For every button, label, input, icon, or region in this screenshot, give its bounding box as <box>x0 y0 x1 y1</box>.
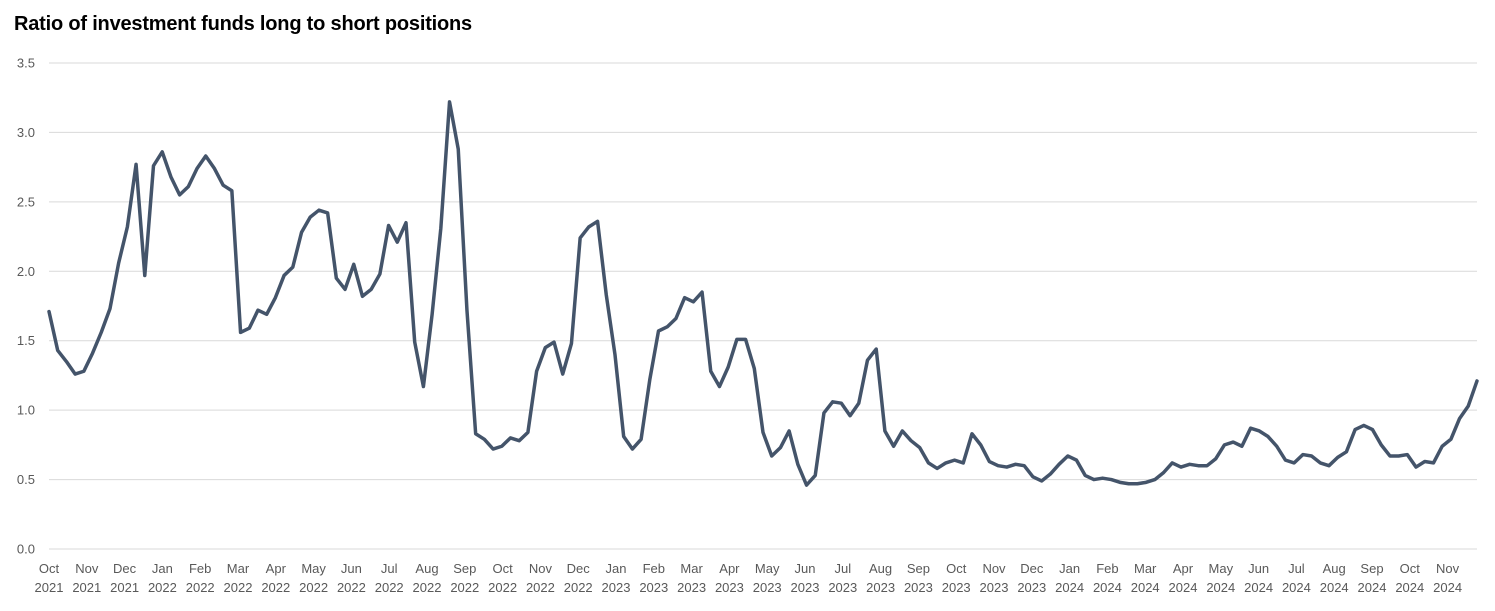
x-tick-month: Jul <box>381 561 398 576</box>
y-tick-label: 0.0 <box>17 542 35 557</box>
x-tick-year: 2023 <box>677 580 706 595</box>
x-tick-year: 2024 <box>1169 580 1198 595</box>
x-tick-year: 2022 <box>413 580 442 595</box>
x-tick-month: Oct <box>39 561 60 576</box>
x-tick-month: Nov <box>1436 561 1460 576</box>
y-tick-label: 2.0 <box>17 264 35 279</box>
x-tick-month: Nov <box>529 561 553 576</box>
x-tick-year: 2021 <box>110 580 139 595</box>
x-tick-month: Jan <box>1059 561 1080 576</box>
gridlines <box>49 62 1477 550</box>
x-tick-year: 2022 <box>526 580 555 595</box>
x-tick-year: 2022 <box>148 580 177 595</box>
x-tick-year: 2022 <box>299 580 328 595</box>
x-tick-year: 2022 <box>186 580 215 595</box>
x-tick-year: 2023 <box>904 580 933 595</box>
x-tick-year: 2021 <box>72 580 101 595</box>
x-tick-month: Apr <box>719 561 740 576</box>
x-tick-month: Nov <box>982 561 1006 576</box>
x-tick-year: 2023 <box>1017 580 1046 595</box>
x-tick-year: 2024 <box>1244 580 1273 595</box>
x-tick-year: 2021 <box>35 580 64 595</box>
x-tick-year: 2023 <box>980 580 1009 595</box>
x-tick-month: Mar <box>1134 561 1157 576</box>
x-tick-year: 2024 <box>1093 580 1122 595</box>
x-tick-year: 2024 <box>1433 580 1462 595</box>
x-tick-month: Oct <box>946 561 967 576</box>
y-tick-label: 1.0 <box>17 403 35 418</box>
x-tick-month: Jan <box>606 561 627 576</box>
x-tick-year: 2024 <box>1395 580 1424 595</box>
x-tick-month: Oct <box>1400 561 1421 576</box>
x-tick-year: 2022 <box>224 580 253 595</box>
x-tick-month: May <box>755 561 780 576</box>
x-tick-year: 2023 <box>602 580 631 595</box>
x-tick-year: 2022 <box>450 580 479 595</box>
x-tick-year: 2022 <box>337 580 366 595</box>
x-tick-month: Feb <box>643 561 665 576</box>
x-tick-year: 2022 <box>564 580 593 595</box>
series-line <box>47 100 1479 487</box>
x-tick-year: 2023 <box>791 580 820 595</box>
x-axis-ticks: Oct 2021 Nov 2021 Dec 2021 Jan 2022 Feb 2022 Mar 20… <box>35 561 1463 595</box>
x-tick-month: Feb <box>189 561 211 576</box>
x-tick-month: May <box>301 561 326 576</box>
x-tick-month: Aug <box>1323 561 1346 576</box>
x-tick-month: Sep <box>453 561 476 576</box>
y-axis-ticks: 0.0 0.5 1.0 1.5 2.0 2.5 3.0 3.5 <box>17 56 35 557</box>
x-tick-month: Sep <box>1360 561 1383 576</box>
x-tick-month: Oct <box>492 561 513 576</box>
x-tick-year: 2022 <box>375 580 404 595</box>
chart-title: Ratio of investment funds long to short … <box>14 13 472 35</box>
x-tick-year: 2024 <box>1358 580 1387 595</box>
x-tick-year: 2023 <box>866 580 895 595</box>
x-tick-year: 2024 <box>1320 580 1349 595</box>
x-tick-month: Jun <box>1248 561 1269 576</box>
y-tick-label: 2.5 <box>17 194 35 209</box>
x-tick-month: Sep <box>907 561 930 576</box>
y-tick-label: 3.0 <box>17 125 35 140</box>
x-tick-month: Jan <box>152 561 173 576</box>
x-tick-month: Mar <box>680 561 703 576</box>
x-tick-month: Jun <box>795 561 816 576</box>
x-tick-month: Dec <box>113 561 137 576</box>
series-layer <box>47 100 1479 487</box>
x-tick-year: 2022 <box>261 580 290 595</box>
x-tick-year: 2024 <box>1206 580 1235 595</box>
x-tick-month: Apr <box>266 561 287 576</box>
x-tick-month: Mar <box>227 561 250 576</box>
x-tick-year: 2023 <box>753 580 782 595</box>
x-tick-year: 2023 <box>828 580 857 595</box>
x-tick-year: 2024 <box>1131 580 1160 595</box>
x-tick-year: 2023 <box>639 580 668 595</box>
x-tick-year: 2024 <box>1055 580 1084 595</box>
x-tick-month: May <box>1209 561 1234 576</box>
x-tick-month: Jul <box>1288 561 1305 576</box>
x-tick-year: 2023 <box>942 580 971 595</box>
x-tick-month: Dec <box>1020 561 1044 576</box>
x-tick-month: Dec <box>567 561 591 576</box>
y-tick-label: 1.5 <box>17 333 35 348</box>
x-tick-year: 2022 <box>488 580 517 595</box>
x-tick-month: Aug <box>869 561 892 576</box>
x-tick-year: 2023 <box>715 580 744 595</box>
x-tick-month: Aug <box>415 561 438 576</box>
x-tick-month: Jul <box>834 561 851 576</box>
x-tick-month: Feb <box>1096 561 1118 576</box>
y-tick-label: 0.5 <box>17 472 35 487</box>
x-tick-month: Nov <box>75 561 99 576</box>
x-tick-month: Apr <box>1173 561 1194 576</box>
x-tick-month: Jun <box>341 561 362 576</box>
x-tick-year: 2024 <box>1282 580 1311 595</box>
y-tick-label: 3.5 <box>17 56 35 71</box>
